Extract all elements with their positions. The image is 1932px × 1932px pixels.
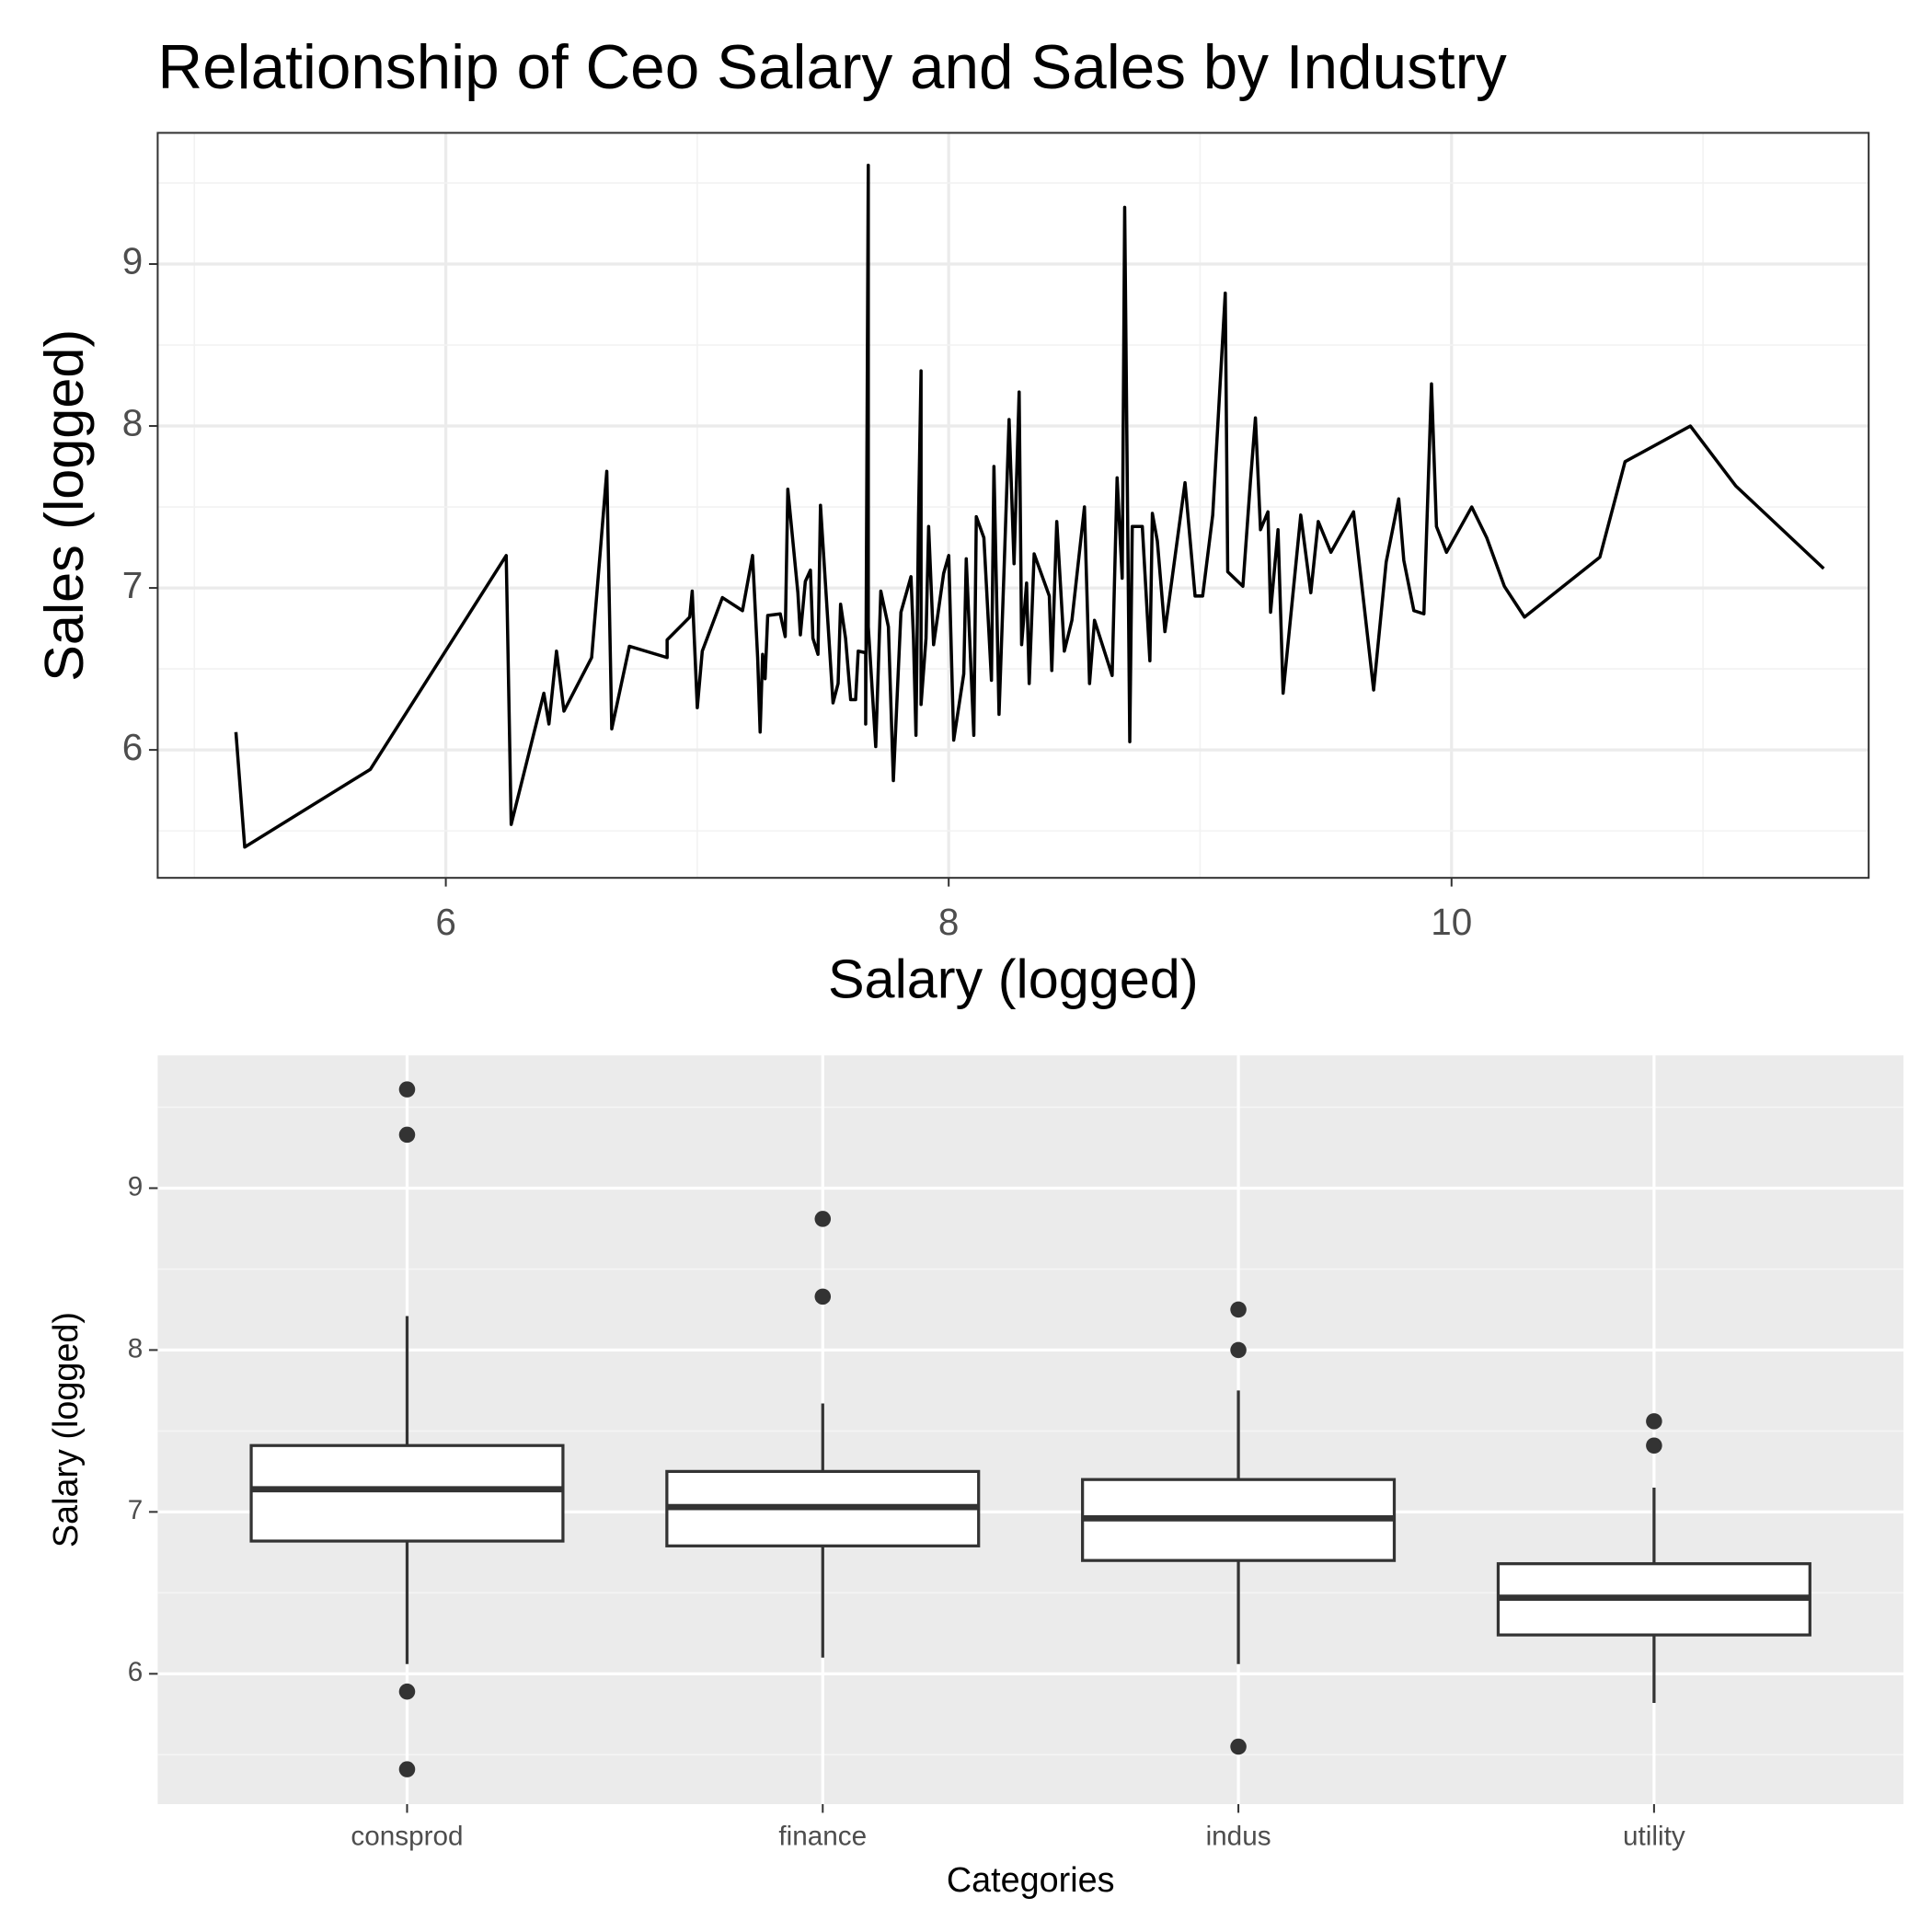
x-tick-label: consprod — [351, 1821, 463, 1851]
plot-border — [156, 132, 1870, 880]
y-tick-label: 9 — [122, 240, 144, 282]
y-axis-title: Sales (logged) — [33, 329, 95, 682]
outlier — [398, 1126, 416, 1144]
y-tick-label: 8 — [128, 1333, 144, 1363]
outlier — [1230, 1301, 1247, 1318]
outlier — [1230, 1738, 1247, 1755]
x-axis-title: Salary (logged) — [828, 949, 1199, 1010]
outlier — [1646, 1413, 1662, 1430]
data-line — [234, 163, 1825, 849]
chart-title: Relationship of Ceo Salary and Sales by … — [157, 33, 1507, 102]
x-tick-label: 10 — [1431, 901, 1472, 943]
x-axis-title: Categories — [947, 1861, 1115, 1900]
x-tick-label: 8 — [938, 901, 960, 943]
y-tick-label: 7 — [122, 564, 144, 606]
y-tick-label: 7 — [128, 1495, 144, 1525]
y-tick-label: 9 — [128, 1171, 144, 1202]
outlier — [814, 1211, 832, 1227]
x-tick-label: finance — [778, 1821, 867, 1851]
plot-background — [157, 1055, 1903, 1804]
x-tick-label: indus — [1206, 1821, 1271, 1851]
outlier — [1230, 1341, 1247, 1359]
x-tick-label: 6 — [435, 901, 456, 943]
y-axis-title: Salary (logged) — [47, 1312, 86, 1547]
box — [249, 1443, 565, 1543]
y-tick-label: 8 — [122, 402, 144, 444]
outlier — [398, 1081, 416, 1098]
y-tick-label: 6 — [128, 1657, 144, 1687]
y-tick-label: 6 — [122, 726, 144, 768]
outlier — [814, 1288, 832, 1305]
x-tick-label: utility — [1623, 1821, 1685, 1851]
outlier — [1646, 1437, 1662, 1455]
outlier — [398, 1761, 416, 1777]
outlier — [398, 1683, 416, 1700]
